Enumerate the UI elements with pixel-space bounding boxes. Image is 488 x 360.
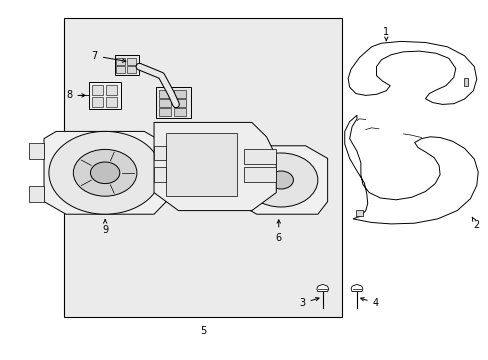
Text: 3: 3 xyxy=(299,297,318,308)
Bar xyxy=(159,99,171,107)
Bar xyxy=(92,85,102,95)
Polygon shape xyxy=(29,143,44,159)
Bar xyxy=(92,97,102,107)
Bar xyxy=(63,18,342,317)
Text: 4: 4 xyxy=(360,298,378,308)
Polygon shape xyxy=(316,284,328,292)
Bar xyxy=(166,133,237,196)
Polygon shape xyxy=(44,131,166,214)
Polygon shape xyxy=(156,87,190,118)
Bar xyxy=(173,108,185,116)
Polygon shape xyxy=(154,122,276,211)
Polygon shape xyxy=(347,41,476,104)
Bar xyxy=(106,85,117,95)
Bar xyxy=(127,58,136,65)
Polygon shape xyxy=(29,186,44,202)
Polygon shape xyxy=(355,210,362,216)
Bar xyxy=(154,167,166,182)
Bar xyxy=(116,58,125,65)
Bar xyxy=(244,167,276,182)
Text: 9: 9 xyxy=(102,220,108,235)
Bar xyxy=(159,108,171,116)
Bar xyxy=(106,97,117,107)
Bar xyxy=(173,99,185,107)
Bar xyxy=(127,66,136,73)
Polygon shape xyxy=(115,55,139,75)
Text: 6: 6 xyxy=(275,220,281,243)
Circle shape xyxy=(90,162,120,184)
Polygon shape xyxy=(350,284,362,292)
Bar xyxy=(173,90,185,98)
Circle shape xyxy=(244,153,317,207)
Bar xyxy=(244,149,276,164)
Circle shape xyxy=(49,131,161,214)
Bar xyxy=(154,146,166,160)
Polygon shape xyxy=(234,146,327,214)
Text: 8: 8 xyxy=(66,90,85,100)
Bar xyxy=(159,90,171,98)
Circle shape xyxy=(268,171,293,189)
Text: 5: 5 xyxy=(200,326,205,336)
Text: 1: 1 xyxy=(383,27,388,41)
Text: 7: 7 xyxy=(91,51,125,62)
Bar xyxy=(116,66,125,73)
Polygon shape xyxy=(463,78,468,86)
Circle shape xyxy=(73,149,137,196)
Text: 2: 2 xyxy=(471,217,479,230)
Polygon shape xyxy=(344,115,477,224)
Bar xyxy=(89,82,121,109)
